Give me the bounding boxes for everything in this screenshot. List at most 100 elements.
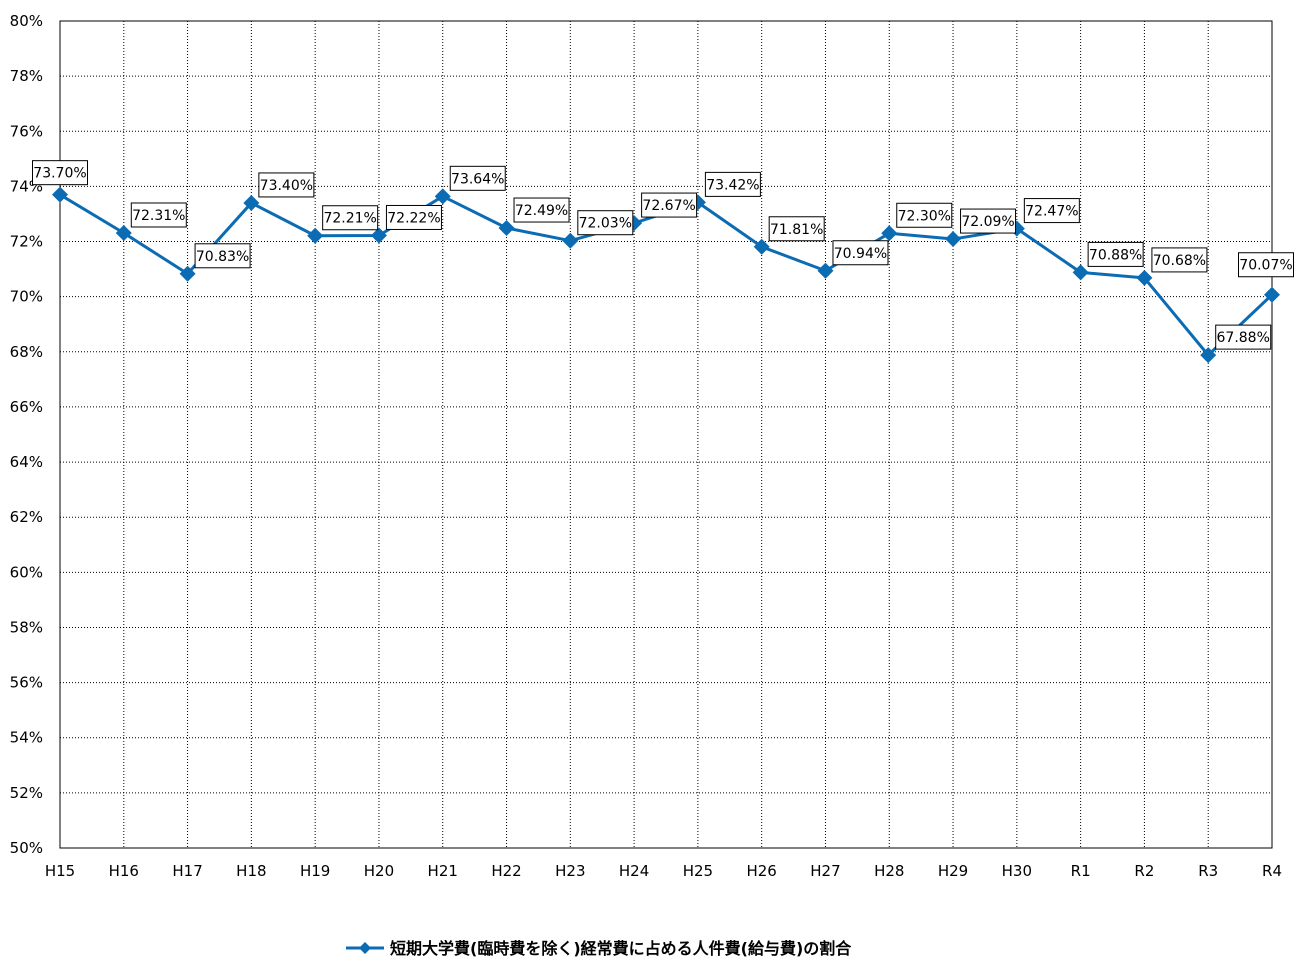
y-tick-label: 52%	[10, 784, 43, 802]
data-label-text: 73.40%	[260, 178, 313, 194]
data-label: 70.94%	[832, 240, 889, 266]
plot-border	[59, 20, 1273, 849]
y-tick-label: 50%	[10, 839, 43, 857]
y-tick-label: 64%	[10, 453, 43, 471]
data-label-text: 72.67%	[642, 198, 695, 214]
y-tick-label: 80%	[10, 12, 43, 30]
data-point-marker	[243, 194, 260, 211]
y-tick-label: 68%	[10, 343, 43, 361]
data-label-box	[960, 208, 1017, 234]
x-tick-label: R3	[1198, 862, 1218, 880]
data-label-box	[258, 172, 315, 198]
data-point-marker	[1136, 269, 1153, 286]
x-tick-label: H28	[874, 862, 904, 880]
data-label: 72.31%	[130, 202, 187, 228]
y-tick-label: 60%	[10, 563, 43, 581]
x-tick-label: H24	[619, 862, 649, 880]
data-point-marker	[1264, 286, 1280, 303]
data-point-marker	[753, 238, 770, 255]
y-tick-label: 62%	[10, 508, 43, 526]
data-label: 72.49%	[513, 197, 570, 223]
x-tick-label: H27	[810, 862, 840, 880]
data-point-marker	[434, 188, 451, 205]
x-tick-label: H15	[45, 862, 75, 880]
data-label-text: 73.42%	[706, 177, 759, 193]
grid-lines	[60, 21, 1272, 848]
data-label-box	[385, 204, 442, 230]
y-tick-label: 66%	[10, 398, 43, 416]
data-point-marker	[1072, 264, 1089, 281]
y-tick-label: 56%	[10, 674, 43, 692]
data-point-marker	[179, 265, 196, 282]
y-axis: 50%52%54%56%58%60%62%64%66%68%70%72%74%7…	[10, 12, 43, 857]
data-label-box	[1087, 241, 1144, 267]
data-label: 70.83%	[194, 243, 251, 269]
x-tick-label: H20	[364, 862, 394, 880]
data-label-text: 70.94%	[834, 246, 887, 262]
data-label-box	[1238, 252, 1294, 278]
data-label: 72.67%	[641, 192, 698, 218]
y-tick-label: 70%	[10, 288, 43, 306]
x-tick-label: H25	[683, 862, 713, 880]
y-tick-label: 76%	[10, 122, 43, 140]
data-label-text: 70.88%	[1089, 247, 1142, 263]
data-label-text: 72.03%	[579, 216, 632, 232]
data-label-box	[832, 240, 889, 266]
data-label-text: 71.81%	[770, 222, 823, 238]
y-tick-label: 58%	[10, 618, 43, 636]
data-point-marker	[562, 232, 579, 249]
data-label-box	[130, 202, 187, 228]
data-label: 72.09%	[960, 208, 1017, 234]
data-label-box	[322, 205, 379, 231]
data-labels: 73.70% 72.31% 70.83% 73.40% 72.21% 72.22% 73.6…	[32, 160, 1294, 350]
data-point-marker	[945, 231, 962, 248]
data-label-text: 72.49%	[515, 203, 568, 219]
data-label: 72.03%	[577, 210, 634, 236]
data-point-marker	[307, 227, 324, 244]
x-tick-label: H21	[428, 862, 458, 880]
x-tick-label: H29	[938, 862, 968, 880]
data-label-text: 70.68%	[1153, 253, 1206, 269]
data-label-box	[641, 192, 698, 218]
data-point-marker	[115, 224, 132, 241]
data-point-marker	[1200, 347, 1217, 364]
data-label-text: 72.30%	[898, 208, 951, 224]
data-label: 70.68%	[1151, 247, 1208, 273]
x-tick-label: H23	[555, 862, 585, 880]
data-label: 70.07%	[1238, 252, 1294, 278]
data-label-box	[704, 171, 761, 197]
data-label-box	[449, 165, 506, 191]
data-label: 73.42%	[704, 171, 761, 197]
x-tick-label: H18	[236, 862, 266, 880]
data-point-marker	[498, 220, 515, 237]
data-label: 72.22%	[385, 204, 442, 230]
data-label: 73.40%	[258, 172, 315, 198]
y-tick-label: 78%	[10, 67, 43, 85]
data-label: 70.88%	[1087, 241, 1144, 267]
data-label: 67.88%	[1215, 324, 1272, 350]
x-tick-label: H16	[109, 862, 139, 880]
data-label-box	[513, 197, 570, 223]
data-label: 73.64%	[449, 165, 506, 191]
data-label: 73.70%	[32, 160, 88, 186]
data-label-box	[768, 216, 825, 242]
data-label-box	[896, 202, 953, 228]
y-tick-label: 72%	[10, 233, 43, 251]
x-tick-label: H17	[172, 862, 202, 880]
data-label-box	[1023, 198, 1080, 224]
data-point-marker	[52, 186, 68, 203]
x-tick-label: R4	[1262, 862, 1282, 880]
data-label: 72.21%	[322, 205, 379, 231]
x-tick-label: H19	[300, 862, 330, 880]
data-label-text: 67.88%	[1217, 330, 1270, 346]
series-polyline	[59, 193, 1274, 357]
legend: 短期大学費(臨時費を除く)経常費に占める人件費(給与費)の割合	[346, 939, 852, 958]
x-axis: H15 H16 H17 H18 H19 H20 H21 H22 H23 H24 H25 H26 H27 H…	[45, 862, 1282, 880]
data-label-box	[577, 210, 634, 236]
y-tick-label: 54%	[10, 729, 43, 747]
data-label-text: 70.83%	[196, 249, 249, 265]
data-label-box	[194, 243, 251, 269]
data-point-marker	[817, 262, 834, 279]
data-label: 71.81%	[768, 216, 825, 242]
